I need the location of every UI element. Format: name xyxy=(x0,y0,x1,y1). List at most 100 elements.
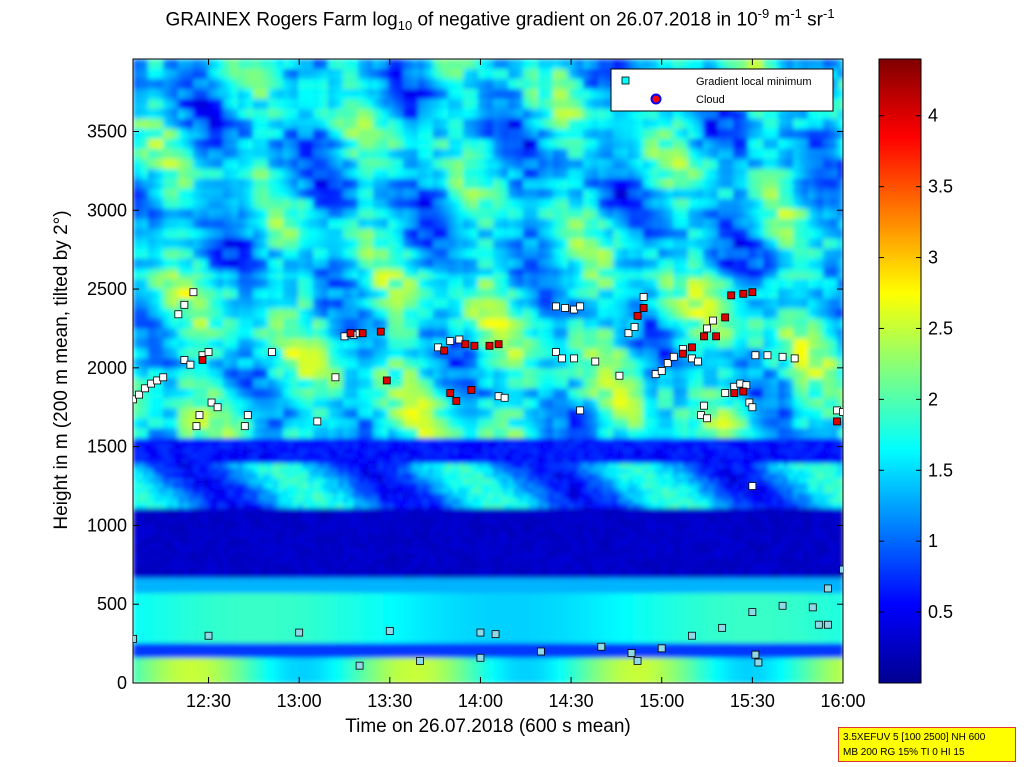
gradient-minimum-marker xyxy=(839,565,843,574)
gradient-minimum-marker xyxy=(763,351,772,360)
info-line-2: MB 200 RG 15% TI 0 HI 15 xyxy=(843,747,965,758)
cloud-marker xyxy=(461,340,470,349)
gradient-minimum-marker xyxy=(778,601,787,610)
plot-frame xyxy=(132,58,844,684)
cloud-marker xyxy=(470,341,479,350)
cloud-marker xyxy=(376,327,385,336)
title-sub: 10 xyxy=(397,18,413,34)
colorbar-tick-label: 4 xyxy=(928,106,938,126)
gradient-minimum-marker xyxy=(630,322,639,331)
gradient-minimum-marker xyxy=(141,384,149,393)
cloud-marker xyxy=(712,332,721,341)
gradient-minimum-marker xyxy=(313,417,322,426)
cloud-marker xyxy=(198,356,207,364)
colorbar-axis: 0.5 1 1.5 2 2.5 3 3.5 4 xyxy=(879,106,953,622)
gradient-minimum-marker xyxy=(243,411,252,420)
title-sup1: -9 xyxy=(757,6,770,21)
gradient-minimum-marker xyxy=(174,310,183,319)
chart-title: GRAINEX Rogers Farm log10 of negative gr… xyxy=(0,6,1000,33)
cloud-marker xyxy=(748,288,757,297)
legend-cloud-marker xyxy=(650,93,662,105)
x-tick-label: 14:30 xyxy=(549,691,594,711)
gradient-minimum-marker xyxy=(688,631,696,640)
cloud-marker xyxy=(688,343,696,352)
legend-box xyxy=(610,68,834,112)
gradient-minimum-marker xyxy=(552,348,560,356)
cloud-marker xyxy=(382,376,391,385)
gradient-minimum-marker xyxy=(639,293,648,301)
cloud-marker xyxy=(467,386,476,394)
colorbar-tick-label: 1 xyxy=(928,531,938,551)
y-tick-label: 2500 xyxy=(87,279,127,299)
x-axis-label: Time on 26.07.2018 (600 s mean) xyxy=(345,716,631,737)
gradient-minimum-marker xyxy=(476,628,485,637)
cloud-marker xyxy=(346,329,355,338)
gradient-minimum-marker xyxy=(591,357,600,366)
gradient-minimum-marker xyxy=(446,337,455,345)
gradient-minimum-marker xyxy=(748,403,757,412)
title-part4: sr xyxy=(801,9,823,31)
gradient-minimum-marker xyxy=(657,644,666,653)
gradient-minimum-marker xyxy=(385,627,394,635)
x-tick-label: 13:00 xyxy=(277,691,322,711)
x-tick-label: 15:30 xyxy=(730,691,775,711)
gradient-minimum-marker xyxy=(240,422,249,431)
gradient-minimum-marker xyxy=(207,398,216,407)
y-tick-label: 2000 xyxy=(87,358,127,378)
gradient-minimum-marker xyxy=(778,352,787,361)
y-tick-label: 1500 xyxy=(87,437,127,457)
gradient-minimum-marker xyxy=(180,356,189,364)
gradient-minimum-marker xyxy=(295,628,304,637)
gradient-minimum-marker xyxy=(204,631,213,640)
title-sup2: -1 xyxy=(790,6,802,21)
gradient-minimum-marker xyxy=(615,371,624,380)
gradient-minimum-marker xyxy=(751,351,760,360)
gradient-minimum-marker xyxy=(570,354,579,363)
gradient-minimum-marker xyxy=(718,623,727,632)
gradient-minimum-marker xyxy=(814,620,823,629)
gradient-minimum-marker xyxy=(709,316,717,325)
title-part1: GRAINEX Rogers Farm log xyxy=(165,9,398,31)
y-tick-label: 0 xyxy=(117,673,127,693)
gradient-minimum-marker xyxy=(839,408,843,416)
gradient-minimum-marker xyxy=(624,329,633,338)
settings-info-box: 3.5XEFUV 5 [100 2500] NH 600 MB 200 RG 1… xyxy=(838,727,1016,762)
gradient-minimum-marker xyxy=(189,288,198,297)
cloud-marker xyxy=(739,387,748,396)
info-line-1: 3.5XEFUV 5 [100 2500] NH 600 xyxy=(843,732,986,743)
gradient-minimum-marker xyxy=(159,373,168,382)
gradient-minimum-marker xyxy=(552,302,560,311)
gradient-minimum-marker xyxy=(180,300,189,309)
gradient-minimum-marker xyxy=(192,422,201,431)
colorbar-tick-label: 0.5 xyxy=(928,602,953,622)
y-tick-label: 1000 xyxy=(87,515,127,535)
x-tick-label: 14:00 xyxy=(458,691,503,711)
title-part2: of negative gradient on 26.07.2018 in 10 xyxy=(412,9,758,31)
cloud-marker xyxy=(494,340,503,349)
gradient-minimum-marker xyxy=(703,324,711,333)
colorbar-tick-label: 3 xyxy=(928,248,938,268)
gradient-minimum-marker xyxy=(627,649,636,657)
gradient-minimum-marker xyxy=(268,348,276,356)
x-axis: 12:30 13:00 13:30 14:00 14:30 15:00 15:30 16:00 xyxy=(186,59,866,711)
gradient-minimum-marker xyxy=(576,406,585,415)
legend-gradient-minimum-label: Gradient local minimum xyxy=(696,76,812,88)
gradient-minimum-marker xyxy=(536,647,545,656)
marker-layer xyxy=(133,288,843,670)
gradient-minimum-marker xyxy=(790,354,799,363)
cloud-marker xyxy=(833,417,841,426)
title-part3: m xyxy=(769,9,791,31)
gradient-minimum-marker xyxy=(703,414,711,423)
gradient-minimum-marker xyxy=(823,584,832,593)
gradient-minimum-marker xyxy=(700,401,708,410)
cloud-marker xyxy=(721,313,730,322)
cloud-marker xyxy=(452,397,461,405)
gradient-minimum-marker xyxy=(491,630,500,639)
gradient-minimum-marker xyxy=(754,658,763,667)
gradient-minimum-marker xyxy=(669,352,678,361)
colorbar xyxy=(878,58,922,684)
cloud-marker xyxy=(485,341,494,350)
gradient-minimum-marker xyxy=(558,354,566,363)
cloud-marker xyxy=(678,349,687,358)
